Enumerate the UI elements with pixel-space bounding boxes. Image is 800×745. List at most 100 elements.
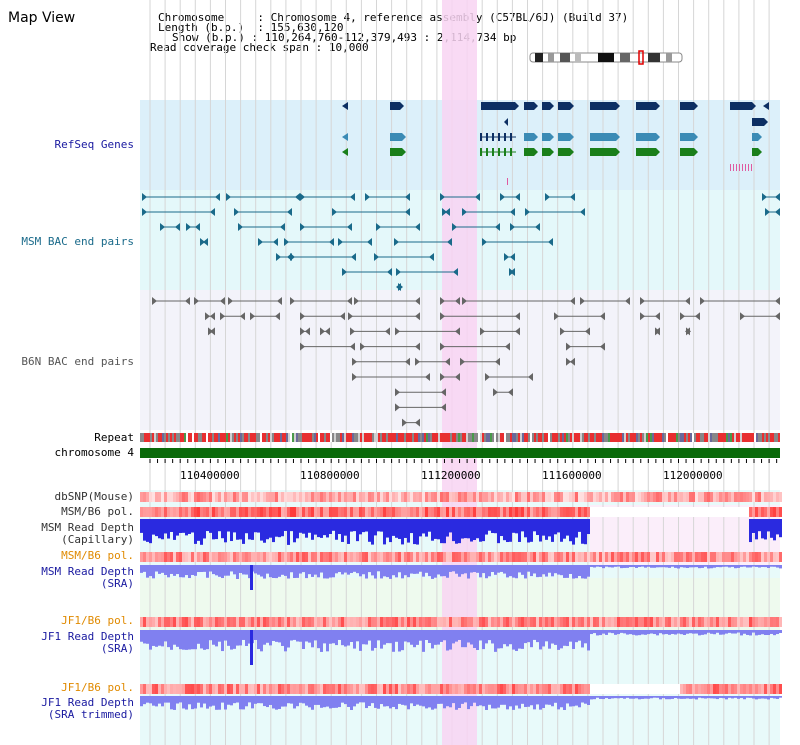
label-refseq-genes[interactable]: RefSeq Genes: [54, 138, 134, 151]
heat-cell: [713, 492, 716, 502]
msm-bac-pair-end: [510, 208, 515, 216]
repeat-segment: [714, 433, 716, 442]
heat-cell: [299, 507, 302, 517]
heat-cell: [269, 684, 272, 694]
depth-bar: [653, 565, 656, 568]
depth-bar: [425, 565, 428, 573]
depth-bar: [233, 565, 236, 575]
depth-bar: [257, 519, 260, 533]
refseq-genes[interactable]: [342, 102, 769, 185]
heat-cell: [476, 552, 479, 562]
label-jf1-depth-1[interactable]: JF1 Read Depth: [41, 630, 134, 643]
repeat-segment: [514, 433, 516, 442]
heat-cell: [206, 507, 209, 517]
heat-cell: [281, 492, 284, 502]
heat-cell: [416, 617, 419, 627]
gene-exon: [492, 133, 494, 141]
label-repeat[interactable]: Repeat: [94, 431, 134, 444]
depth-bar: [695, 630, 698, 634]
repeat-segment: [572, 433, 574, 442]
depth-bar: [521, 519, 524, 532]
heat-cell: [482, 492, 485, 502]
repeat-segment: [540, 433, 542, 442]
heat-cell: [419, 552, 422, 562]
heat-cell: [452, 684, 455, 694]
heat-cell: [335, 492, 338, 502]
heat-cell: [698, 552, 701, 562]
label-b6n-bac[interactable]: B6N BAC end pairs: [21, 355, 134, 368]
depth-bar: [212, 519, 215, 540]
repeat-segment: [666, 433, 668, 442]
depth-bar: [215, 565, 218, 576]
msm-bac-pairs[interactable]: [142, 193, 780, 291]
heat-cell: [467, 492, 470, 502]
depth-bar: [494, 630, 497, 652]
chromosome-ideogram[interactable]: [529, 50, 683, 65]
heat-cell: [143, 507, 146, 517]
depth-bar: [140, 519, 143, 533]
label-jf1-b6-pol-1[interactable]: JF1/B6 pol.: [61, 614, 134, 627]
label-msm-b6-pol-1[interactable]: MSM/B6 pol.: [61, 505, 134, 518]
depth-bar: [674, 630, 677, 635]
jf1-b6-pol-heat-track-1[interactable]: [140, 617, 782, 627]
label-msm-depth-sra-1[interactable]: MSM Read Depth: [41, 565, 134, 578]
depth-bar: [410, 696, 413, 704]
label-chromosome[interactable]: chromosome 4: [54, 446, 134, 459]
dbsnp-heat-track[interactable]: [140, 492, 782, 502]
repeat-segment: [508, 433, 510, 442]
jf1-depth-trimmed-track[interactable]: [140, 696, 782, 710]
depth-bar: [281, 519, 284, 537]
repeat-segment: [280, 433, 282, 442]
msm-depth-capillary-track[interactable]: [140, 519, 782, 545]
msm-depth-sra-track[interactable]: [140, 565, 782, 590]
heat-cell: [251, 684, 254, 694]
label-jf1-trim-1[interactable]: JF1 Read Depth: [41, 696, 134, 709]
label-msm-bac[interactable]: MSM BAC end pairs: [21, 235, 134, 248]
label-msm-depth-capillary-1[interactable]: MSM Read Depth: [41, 521, 134, 534]
depth-bar: [767, 519, 770, 532]
depth-bar: [146, 519, 149, 542]
depth-bar: [341, 565, 344, 575]
heat-cell: [743, 617, 746, 627]
repeat-segment: [558, 433, 560, 442]
heat-cell: [287, 552, 290, 562]
heat-cell: [647, 507, 650, 517]
jf1-depth-sra-track[interactable]: [140, 630, 782, 665]
heat-cell: [764, 684, 767, 694]
repeat-segment: [240, 433, 242, 442]
heat-cell: [197, 617, 200, 627]
label-dbsnp[interactable]: dbSNP(Mouse): [54, 490, 134, 503]
chromosome-bar[interactable]: [140, 448, 780, 458]
depth-bar: [236, 696, 239, 703]
msm-b6-pol-heat-track-2[interactable]: [140, 552, 782, 562]
repeat-segment: [552, 433, 554, 442]
heat-cell: [506, 552, 509, 562]
repeat-segment: [296, 433, 298, 442]
ideogram-band: [548, 53, 554, 62]
heat-cell: [665, 684, 668, 694]
heat-cell: [557, 492, 560, 502]
label-msm-b6-pol-2[interactable]: MSM/B6 pol.: [61, 549, 134, 562]
depth-bar: [176, 519, 179, 536]
heat-cell: [629, 507, 632, 517]
repeat-segment: [354, 433, 356, 442]
heat-cell: [299, 492, 302, 502]
b6n-bac-pairs[interactable]: [152, 297, 780, 427]
heat-cell: [710, 507, 713, 517]
heat-cell: [293, 617, 296, 627]
depth-bar: [590, 630, 593, 635]
depth-bar: [524, 519, 527, 538]
repeat-track[interactable]: [140, 433, 780, 442]
b6n-bac-pair-end: [493, 388, 498, 397]
heat-cell: [773, 507, 776, 517]
repeat-segment: [678, 433, 680, 442]
jf1-b6-pol-heat-track-2[interactable]: [140, 684, 782, 694]
heat-cell: [509, 617, 512, 627]
depth-bar: [533, 630, 536, 640]
heat-cell: [677, 507, 680, 517]
msm-b6-pol-heat-track-1[interactable]: [140, 507, 782, 517]
label-jf1-b6-pol-2[interactable]: JF1/B6 pol.: [61, 681, 134, 694]
depth-bar: [590, 565, 593, 567]
depth-bar: [308, 630, 311, 643]
